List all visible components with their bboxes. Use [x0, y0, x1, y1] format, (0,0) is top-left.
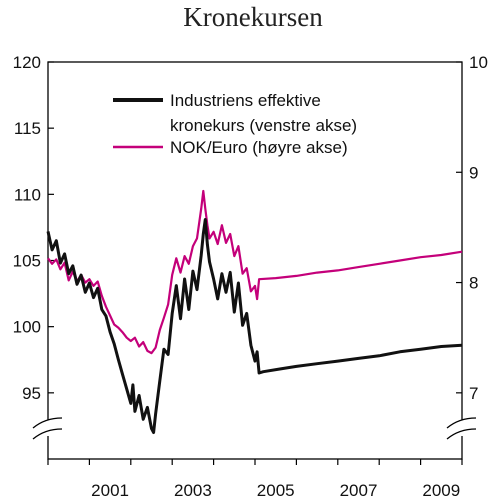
left-tick-label: 110: [14, 185, 41, 204]
chart-title: Kronekursen: [183, 2, 323, 32]
series-line-industri: [46, 218, 463, 434]
series-layer: [46, 189, 463, 434]
right-axis-ticks: 7 8 9 10: [456, 53, 488, 403]
right-axis-break: [446, 417, 477, 440]
left-tick-label: 105: [13, 252, 41, 271]
left-axis-ticks: 95 100 105 110 115 120: [13, 53, 54, 403]
x-tick-label: 2003: [174, 481, 212, 500]
left-tick-label: 120: [13, 53, 41, 72]
right-tick-label: 10: [469, 53, 488, 72]
series-line-nokeuro: [47, 189, 463, 355]
left-tick-label: 115: [14, 119, 41, 138]
legend: Industriens effektive kronekurs (venstre…: [113, 91, 357, 157]
left-tick-label: 100: [13, 318, 41, 337]
legend-label-industri-line1: Industriens effektive: [170, 91, 321, 110]
x-tick-label: 2007: [340, 481, 378, 500]
x-tick-label: 2009: [422, 481, 460, 500]
x-tick-label: 2005: [257, 481, 295, 500]
left-axis-break: [32, 417, 63, 440]
x-tick-label: 2001: [91, 481, 129, 500]
right-tick-label: 7: [469, 384, 478, 403]
legend-label-nokeuro: NOK/Euro (høyre akse): [170, 138, 348, 157]
right-tick-label: 9: [469, 163, 478, 182]
left-tick-label: 95: [22, 384, 41, 403]
right-tick-label: 8: [469, 274, 478, 293]
legend-label-industri-line2: kronekurs (venstre akse): [170, 116, 357, 135]
x-axis-ticks: 2001 2003 2005 2007 2009: [47, 459, 463, 500]
